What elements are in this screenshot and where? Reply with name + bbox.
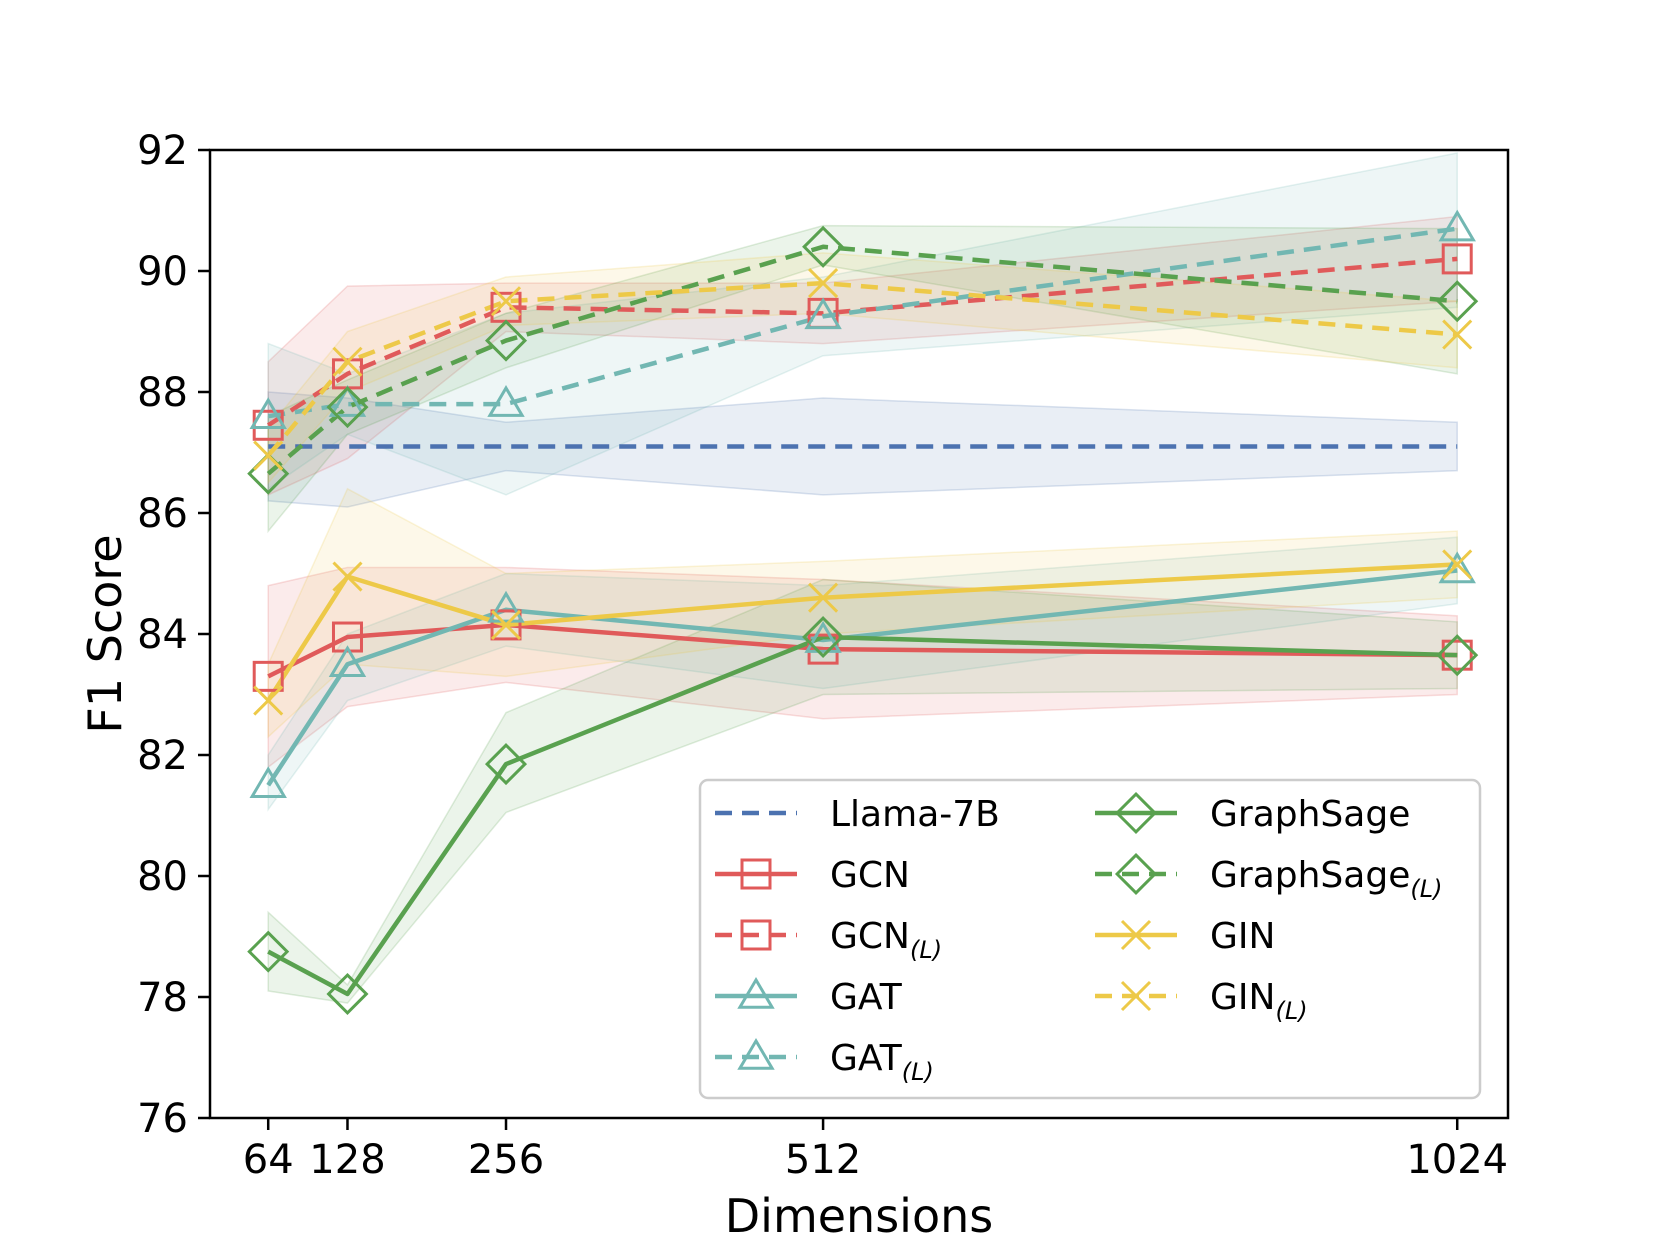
- marker-sage_l-1024: [1436, 280, 1479, 323]
- marker-gat_l-512: [804, 297, 842, 330]
- line-sage: [267, 634, 1458, 997]
- legend-label-gin: GIN: [1210, 916, 1275, 957]
- marker-gin-256: [490, 609, 522, 640]
- marker-gin_l-256: [490, 286, 522, 317]
- marker-gin_l-1024: [1442, 319, 1473, 350]
- band-sage_l: [267, 224, 1458, 534]
- marker-gat_l-64: [249, 397, 287, 429]
- y-tick-label: 88: [137, 370, 188, 416]
- marker-sage_l-256: [484, 319, 528, 362]
- marker-gin_l-128: [332, 346, 363, 377]
- line-sage_l: [266, 244, 1458, 476]
- marker-gcn_l-1024: [1441, 243, 1473, 275]
- marker-gat_l-128: [328, 385, 367, 417]
- legend-marker-gin: [1120, 919, 1152, 951]
- legend-label-gcn_l: GCN(L): [830, 916, 942, 964]
- marker-sage_l-128: [326, 386, 369, 429]
- marker-gin-1024: [1442, 549, 1473, 580]
- marker-gin-128: [332, 561, 363, 592]
- marker-gcn-1024: [1441, 639, 1473, 671]
- marker-sage-256: [484, 743, 528, 786]
- legend-marker-gat: [737, 976, 775, 1009]
- marker-sage-512: [802, 616, 845, 659]
- y-tick-label: 92: [137, 128, 188, 174]
- legend-label-sage: GraphSage: [1210, 794, 1410, 835]
- x-tick-label: 64: [243, 1137, 294, 1183]
- x-axis: 64 128 256 512 1024: [243, 1118, 1508, 1183]
- line-gin_l: [266, 280, 1458, 457]
- legend-label-sage_l: GraphSage(L): [1210, 855, 1442, 903]
- marker-gat-256: [487, 590, 525, 623]
- legend-label-gat: GAT: [830, 977, 903, 1018]
- y-tick-label: 84: [137, 612, 188, 658]
- legend: Llama-7BGCNGCN(L)GATGAT(L)GraphSageGraph…: [698, 778, 1482, 1100]
- marker-gat_l-256: [487, 385, 525, 417]
- marker-gin-64: [253, 685, 284, 716]
- marker-gat-1024: [1438, 551, 1476, 584]
- marker-sage-64: [247, 930, 290, 973]
- legend-marker-gcn_l: [740, 919, 772, 951]
- legend-marker-sage_l: [1114, 852, 1158, 896]
- x-axis-label: Dimensions: [725, 1189, 993, 1243]
- legend-marker-gin_l: [1120, 980, 1152, 1012]
- marker-gin_l-64: [253, 440, 284, 471]
- y-tick-label: 78: [137, 975, 188, 1021]
- marker-gin-512: [808, 582, 839, 613]
- y-tick-label: 82: [137, 733, 188, 779]
- legend-box: [698, 778, 1482, 1100]
- band-llama: [267, 391, 1458, 508]
- series-markers: [247, 209, 1479, 1015]
- y-axis-label: F1 Score: [78, 534, 132, 733]
- x-tick-label: 128: [309, 1137, 385, 1183]
- x-tick-label: 256: [468, 1137, 544, 1183]
- marker-gat-128: [328, 645, 367, 678]
- marker-sage-128: [326, 972, 369, 1015]
- legend-marker-gcn: [740, 858, 772, 890]
- legend-label-llama: Llama-7B: [830, 794, 1000, 835]
- band-sage: [267, 578, 1458, 1004]
- x-tick-label: 512: [785, 1137, 861, 1183]
- y-axis: 76 78 80 82 84 86 88 90 92: [137, 128, 210, 1142]
- legend-marker-gat_l: [737, 1037, 775, 1070]
- band-gin: [267, 487, 1458, 739]
- legend-marker-sage: [1114, 791, 1158, 835]
- y-tick-label: 90: [137, 249, 188, 295]
- y-tick-label: 86: [137, 491, 188, 537]
- y-tick-label: 76: [137, 1096, 188, 1142]
- y-tick-label: 80: [137, 854, 188, 900]
- marker-gcn-256: [490, 609, 522, 641]
- marker-gat_l-1024: [1438, 209, 1476, 242]
- marker-gat-512: [804, 620, 842, 653]
- marker-gcn-64: [252, 660, 284, 692]
- band-gat_l: [267, 152, 1458, 496]
- marker-sage_l-512: [802, 225, 845, 268]
- marker-gin_l-512: [808, 268, 839, 299]
- x-tick-label: 1024: [1406, 1137, 1508, 1183]
- legend-label-gcn: GCN: [830, 855, 910, 896]
- marker-gat-64: [249, 766, 287, 799]
- marker-sage-1024: [1436, 634, 1479, 677]
